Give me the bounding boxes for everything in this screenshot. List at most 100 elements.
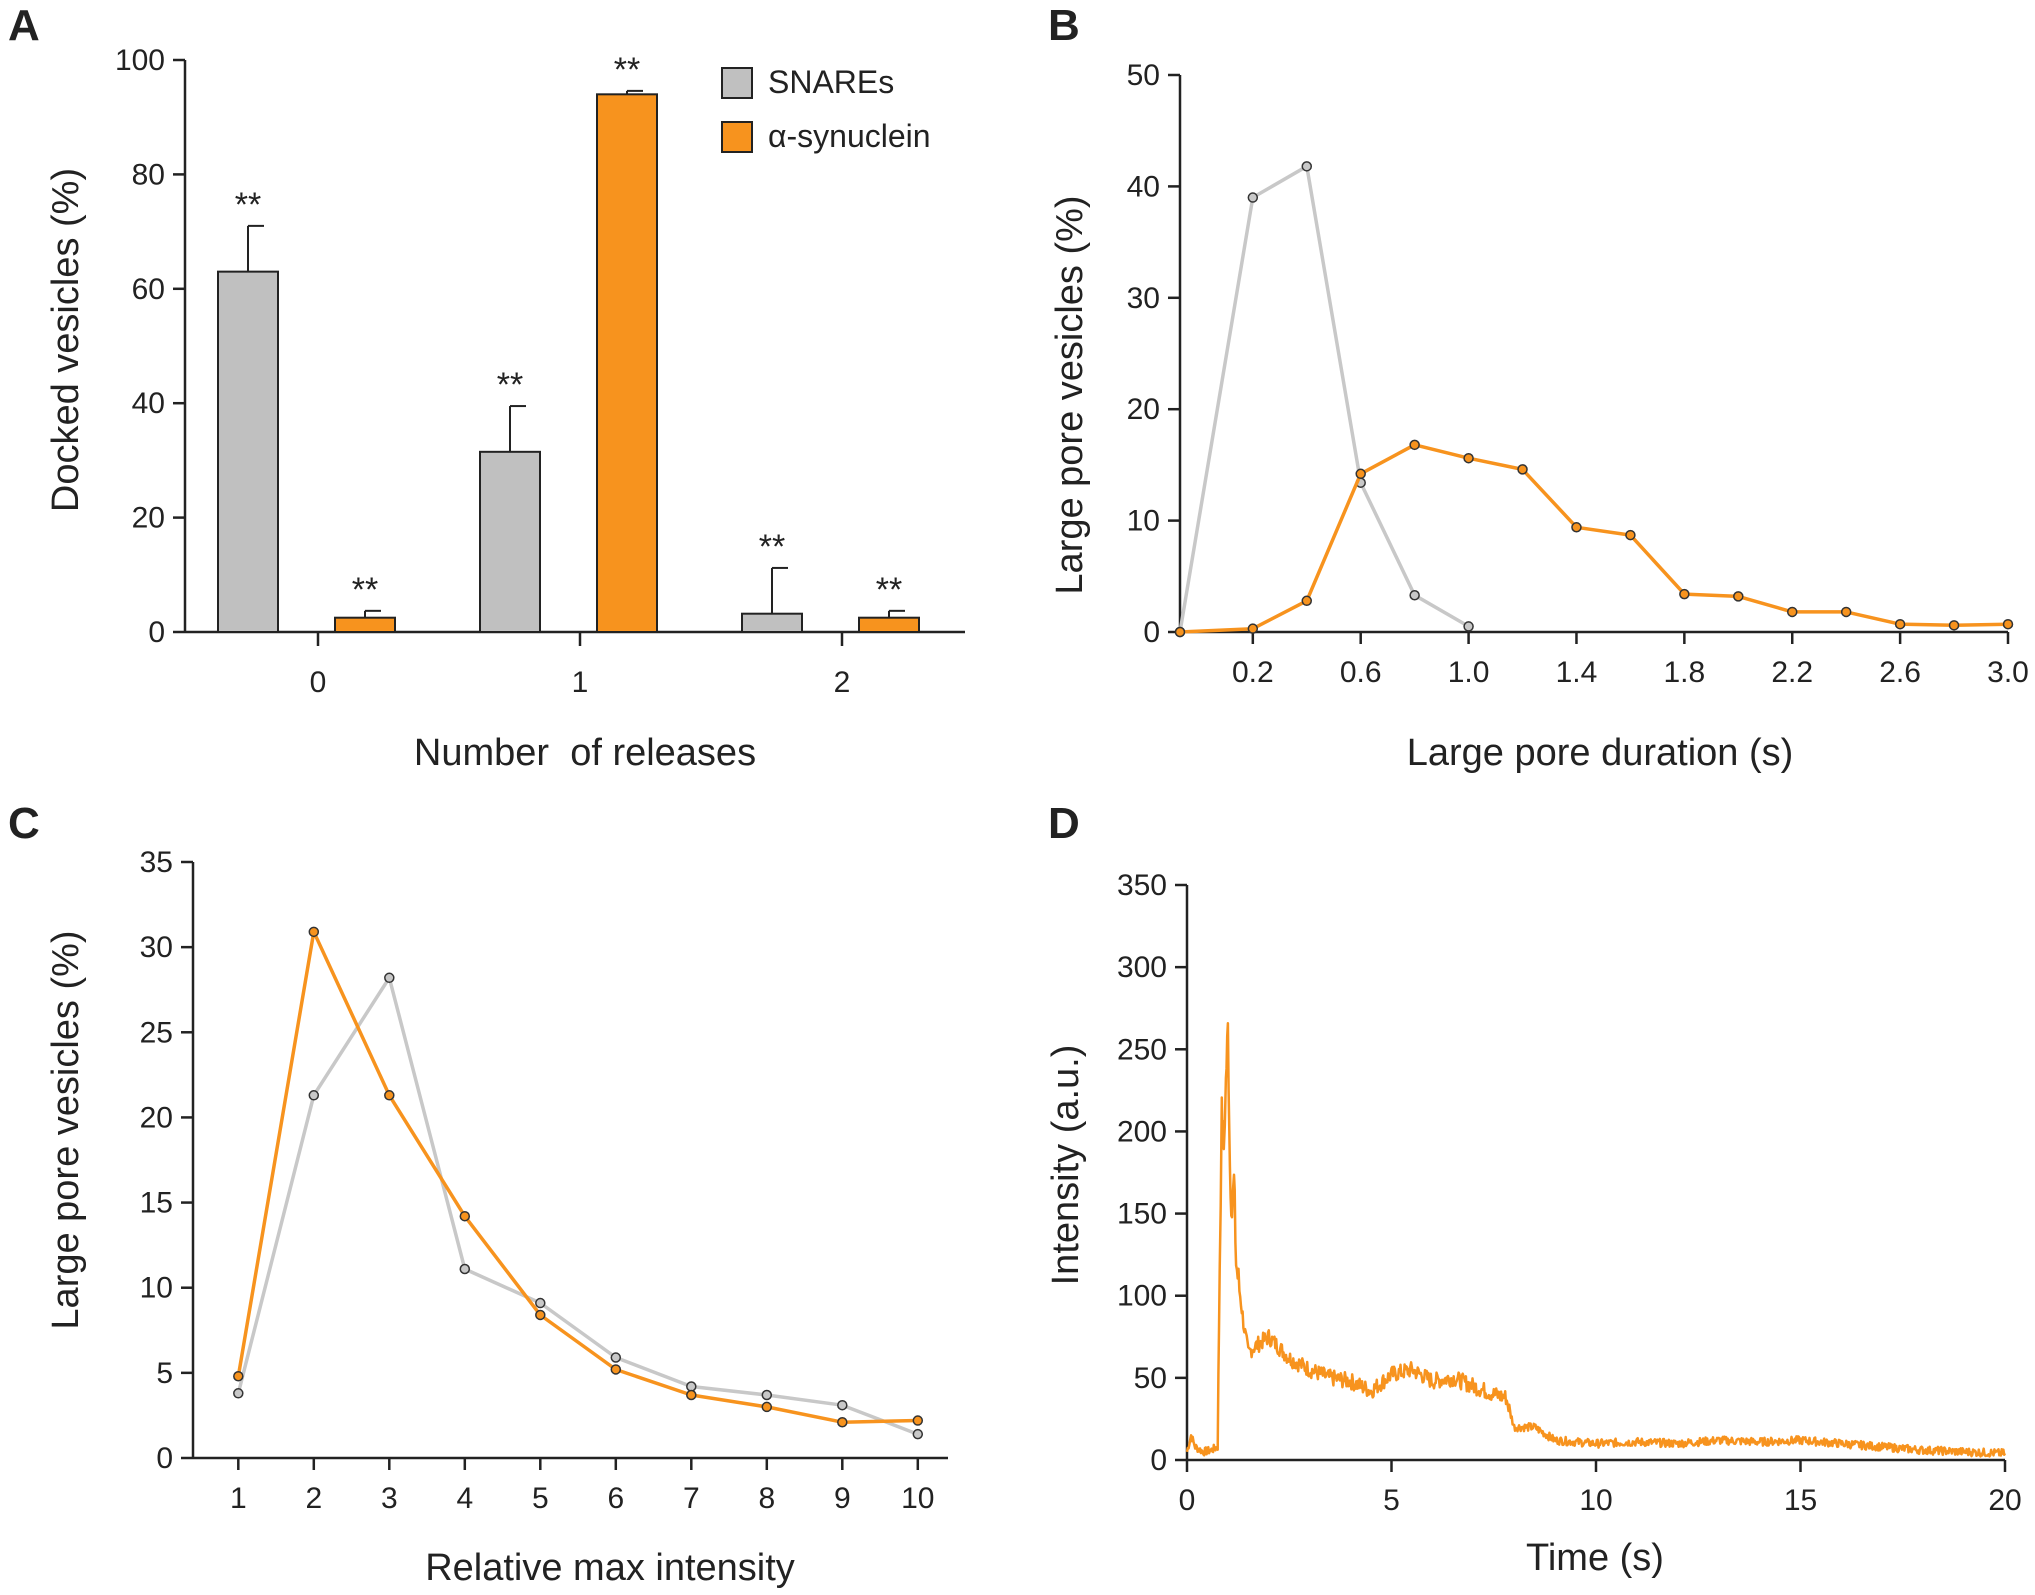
panel-b-line-synuclein bbox=[1179, 443, 2009, 634]
panel-c-point-synuclein bbox=[233, 1371, 244, 1382]
bar-snares-1 bbox=[479, 450, 541, 633]
panel-b-letter: B bbox=[1048, 1, 1080, 50]
panel-a-ylabel: Docked vesicles (%) bbox=[45, 168, 87, 512]
significance-label: ** bbox=[614, 51, 640, 89]
panel-c-xtick-label: 5 bbox=[532, 1482, 549, 1515]
panel-c-ytick-label: 0 bbox=[156, 1442, 173, 1475]
panel-d-trace-synuclein bbox=[1185, 1022, 2007, 1458]
panel-d-xtick-label: 15 bbox=[1784, 1484, 1817, 1517]
panel-c-xtick-label: 10 bbox=[901, 1482, 934, 1515]
panel-d-ytick-label: 0 bbox=[1150, 1444, 1167, 1477]
panel-c-point-snares bbox=[233, 1388, 244, 1399]
panel-c-line-synuclein bbox=[236, 930, 918, 1424]
panel-b-xlabel: Large pore duration (s) bbox=[1407, 732, 1794, 774]
panel-c-point-synuclein bbox=[761, 1401, 773, 1413]
panel-b-point-synuclein bbox=[1840, 606, 1852, 618]
panel-c-ylabel: Large pore vesicles (%) bbox=[45, 930, 87, 1329]
panel-c-point-snares bbox=[761, 1389, 773, 1401]
panel-c-ytick-label: 10 bbox=[140, 1272, 173, 1305]
panel-b-point-synuclein bbox=[1247, 623, 1259, 634]
panel-b-point-snares bbox=[1463, 621, 1474, 632]
legend-label-snares: SNAREs bbox=[768, 64, 894, 100]
legend-swatch-synuclein bbox=[721, 121, 753, 153]
panel-b-xtick-label: 0.6 bbox=[1340, 656, 1382, 689]
panel-c-point-snares bbox=[912, 1428, 924, 1440]
bar-synuclein-0 bbox=[334, 616, 396, 634]
panel-c-point-synuclein bbox=[686, 1389, 697, 1401]
panel-c-line-snares bbox=[236, 976, 919, 1436]
panel-d-ytick-label: 50 bbox=[1134, 1362, 1167, 1395]
panel-b-point-synuclein bbox=[1517, 464, 1528, 475]
panel-b-xtick-label: 0.2 bbox=[1232, 656, 1274, 689]
panel-c-xtick-label: 1 bbox=[230, 1482, 247, 1515]
panel-b-ytick-label: 0 bbox=[1143, 616, 1160, 649]
bar-synuclein-2 bbox=[858, 616, 920, 634]
significance-label: ** bbox=[497, 366, 523, 404]
panel-b-xtick-label: 2.6 bbox=[1879, 656, 1921, 689]
panel-c-point-synuclein bbox=[384, 1090, 395, 1101]
panel-a-legend: SNAREs α-synuclein bbox=[721, 64, 931, 154]
panel-b-xtick-label: 2.2 bbox=[1771, 656, 1813, 689]
panel-a-ytick-label: 100 bbox=[115, 44, 165, 77]
legend-label-synuclein: α-synuclein bbox=[768, 118, 931, 154]
panel-c-point-synuclein bbox=[459, 1210, 471, 1222]
panel-b-point-synuclein bbox=[1786, 606, 1798, 618]
panel-b-line-snares bbox=[1178, 164, 1470, 633]
panel-b-xtick-label: 1.8 bbox=[1663, 656, 1705, 689]
panel-c-xtick-label: 8 bbox=[758, 1482, 775, 1515]
panel-b-ylabel: Large pore vesicles (%) bbox=[1049, 195, 1091, 594]
significance-label: ** bbox=[235, 186, 261, 224]
significance-label: ** bbox=[352, 571, 378, 609]
bar-synuclein-1 bbox=[596, 93, 658, 633]
bar-snares-2 bbox=[741, 612, 803, 633]
panel-b-xtick-label: 1.0 bbox=[1448, 656, 1490, 689]
panel-b-point-snares bbox=[1301, 161, 1313, 172]
panel-b-point-synuclein bbox=[1571, 522, 1582, 533]
panel-d-ytick-label: 150 bbox=[1117, 1198, 1167, 1231]
panel-d: D 0 50 100 150 200 250 300 350 0 5 10 15 20 Time (s)… bbox=[1045, 799, 2022, 1579]
panel-b-point-synuclein bbox=[1948, 620, 1960, 631]
panel-b-point-synuclein bbox=[1174, 626, 1186, 638]
panel-c-letter: C bbox=[8, 799, 40, 848]
panel-c-xtick-label: 3 bbox=[381, 1482, 398, 1515]
panel-c-point-synuclein bbox=[308, 926, 320, 938]
panel-b-ytick-label: 20 bbox=[1127, 393, 1160, 426]
panel-c-point-snares bbox=[535, 1297, 546, 1309]
panel-d-ylabel: Intensity (a.u.) bbox=[1045, 1045, 1087, 1286]
panel-c-point-synuclein bbox=[837, 1416, 848, 1428]
panel-d-ytick-label: 300 bbox=[1117, 951, 1167, 984]
panel-b-point-synuclein bbox=[2002, 618, 2014, 630]
panel-b-point-synuclein bbox=[1463, 452, 1474, 464]
panel-a-xtick-label: 2 bbox=[834, 666, 851, 699]
panel-b-point-synuclein bbox=[1894, 618, 1906, 630]
panel-c-point-snares bbox=[837, 1399, 848, 1411]
panel-c-point-snares bbox=[459, 1263, 471, 1275]
panel-b-marks: 0 10 20 30 40 50 0.2 0.6 1.0 1.4 1.8 2.2 2.6 3.0 bbox=[1127, 59, 2029, 689]
panel-c-ytick-label: 15 bbox=[140, 1187, 173, 1220]
panel-b-point-synuclein bbox=[1679, 588, 1690, 600]
panel-d-xlabel: Time (s) bbox=[1526, 1537, 1664, 1579]
panel-c-xtick-label: 2 bbox=[305, 1482, 322, 1515]
panel-c-point-snares bbox=[308, 1090, 320, 1101]
panel-b-ytick-label: 30 bbox=[1127, 282, 1160, 315]
significance-label: ** bbox=[876, 571, 902, 609]
panel-a-ytick-label: 40 bbox=[132, 387, 165, 420]
panel-b-ytick-label: 40 bbox=[1127, 170, 1160, 203]
panel-b-point-synuclein bbox=[1301, 595, 1313, 607]
panel-c-xtick-label: 7 bbox=[683, 1482, 700, 1515]
panel-c-point-synuclein bbox=[535, 1309, 546, 1321]
panel-c-marks: 0 5 10 15 20 25 30 35 1 2 3 4 5 6 7 8 9 10 bbox=[140, 846, 948, 1515]
panel-a-ytick-label: 80 bbox=[132, 158, 165, 191]
panel-b-ytick-label: 50 bbox=[1127, 59, 1160, 92]
panel-c-ytick-label: 20 bbox=[140, 1101, 173, 1134]
panel-d-ytick-label: 250 bbox=[1117, 1033, 1167, 1066]
panel-b-xtick-label: 3.0 bbox=[1987, 656, 2029, 689]
panel-c-point-synuclein bbox=[610, 1364, 622, 1375]
panel-c-xtick-label: 9 bbox=[834, 1482, 851, 1515]
panel-d-ytick-label: 200 bbox=[1117, 1115, 1167, 1148]
panel-a-xtick-label: 1 bbox=[572, 666, 589, 699]
panel-c-point-snares bbox=[384, 972, 395, 984]
panel-d-xtick-label: 20 bbox=[1988, 1484, 2021, 1517]
panel-b-point-synuclein bbox=[1625, 529, 1636, 541]
panel-d-marks: 0 50 100 150 200 250 300 350 0 5 10 15 20 bbox=[1117, 869, 2022, 1517]
